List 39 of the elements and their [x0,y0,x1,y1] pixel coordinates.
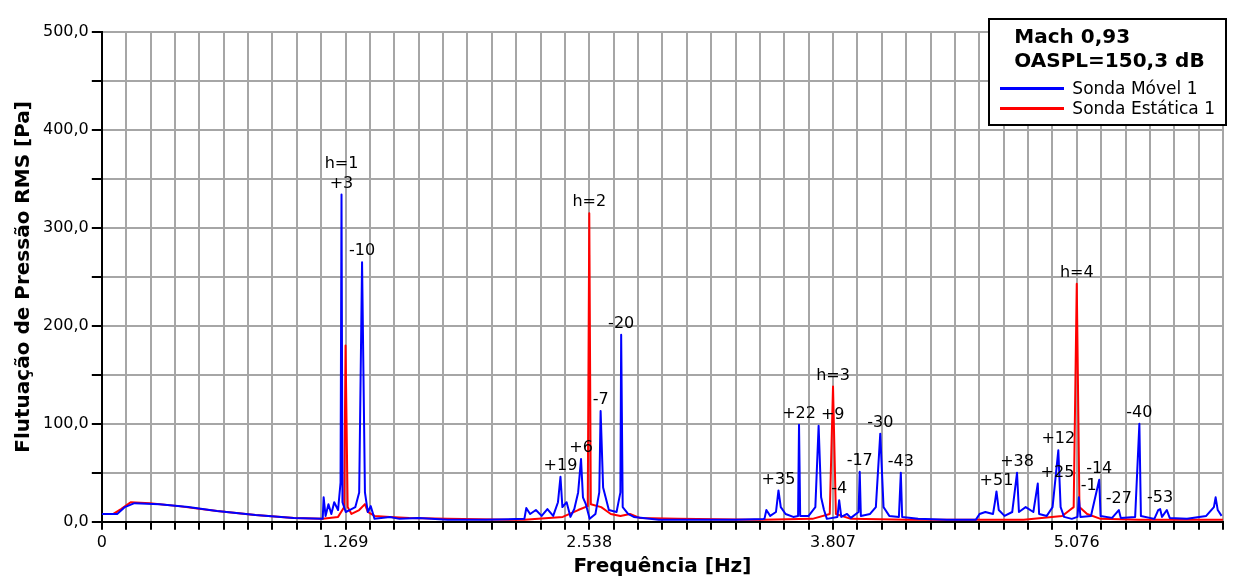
annotation: h=4 [1059,261,1094,281]
annotation: h=3 [816,364,850,384]
y-tick-label: 500,0 [42,21,89,41]
annotation: -10 [348,240,376,260]
annotation: +12 [1041,428,1076,448]
y-tick-label: 400,0 [42,119,89,139]
annotation: -14 [1086,457,1113,477]
y-tick-label: 0,0 [63,510,89,530]
annotation: -20 [608,312,635,332]
annotation: +38 [1000,450,1034,470]
annotation: -40 [1126,402,1153,421]
annotation: -53 [1147,487,1174,507]
annotation: h=1 [324,152,359,172]
annotation: -7 [592,389,609,409]
annotation: +35 [761,468,796,488]
annotation: -27 [1105,488,1132,508]
y-tick-label: 100,0 [42,413,89,432]
annotation: -1 [1080,475,1097,495]
legend-label: Sonda Móvel 1 [1072,78,1198,98]
annotation: +3 [329,172,354,192]
annotation: +19 [543,454,578,474]
x-tick-label: 1.269 [322,531,369,551]
x-tick-label: 5.076 [1053,531,1100,551]
annotation: +22 [782,402,816,422]
x-tick-label: 0 [96,531,107,551]
y-axis-title: Flutuação de Pressão RMS [Pa] [10,101,35,453]
annotation: +51 [979,469,1014,489]
annotation: h=2 [572,191,607,211]
annotation: -17 [846,450,873,469]
text: Mach 0,93 [1014,24,1131,48]
annotation: -43 [887,450,914,470]
x-axis-title: Frequência [Hz] [573,553,752,578]
y-tick-label: 300,0 [42,217,89,237]
x-tick-label: 2.538 [566,531,613,551]
text: OASPL=150,3 dB [1014,48,1205,72]
legend-label: Sonda Estática 1 [1072,98,1215,118]
annotation: -30 [867,411,894,431]
y-tick-label: 200,0 [42,315,89,335]
x-tick-label: 3.807 [810,531,856,551]
